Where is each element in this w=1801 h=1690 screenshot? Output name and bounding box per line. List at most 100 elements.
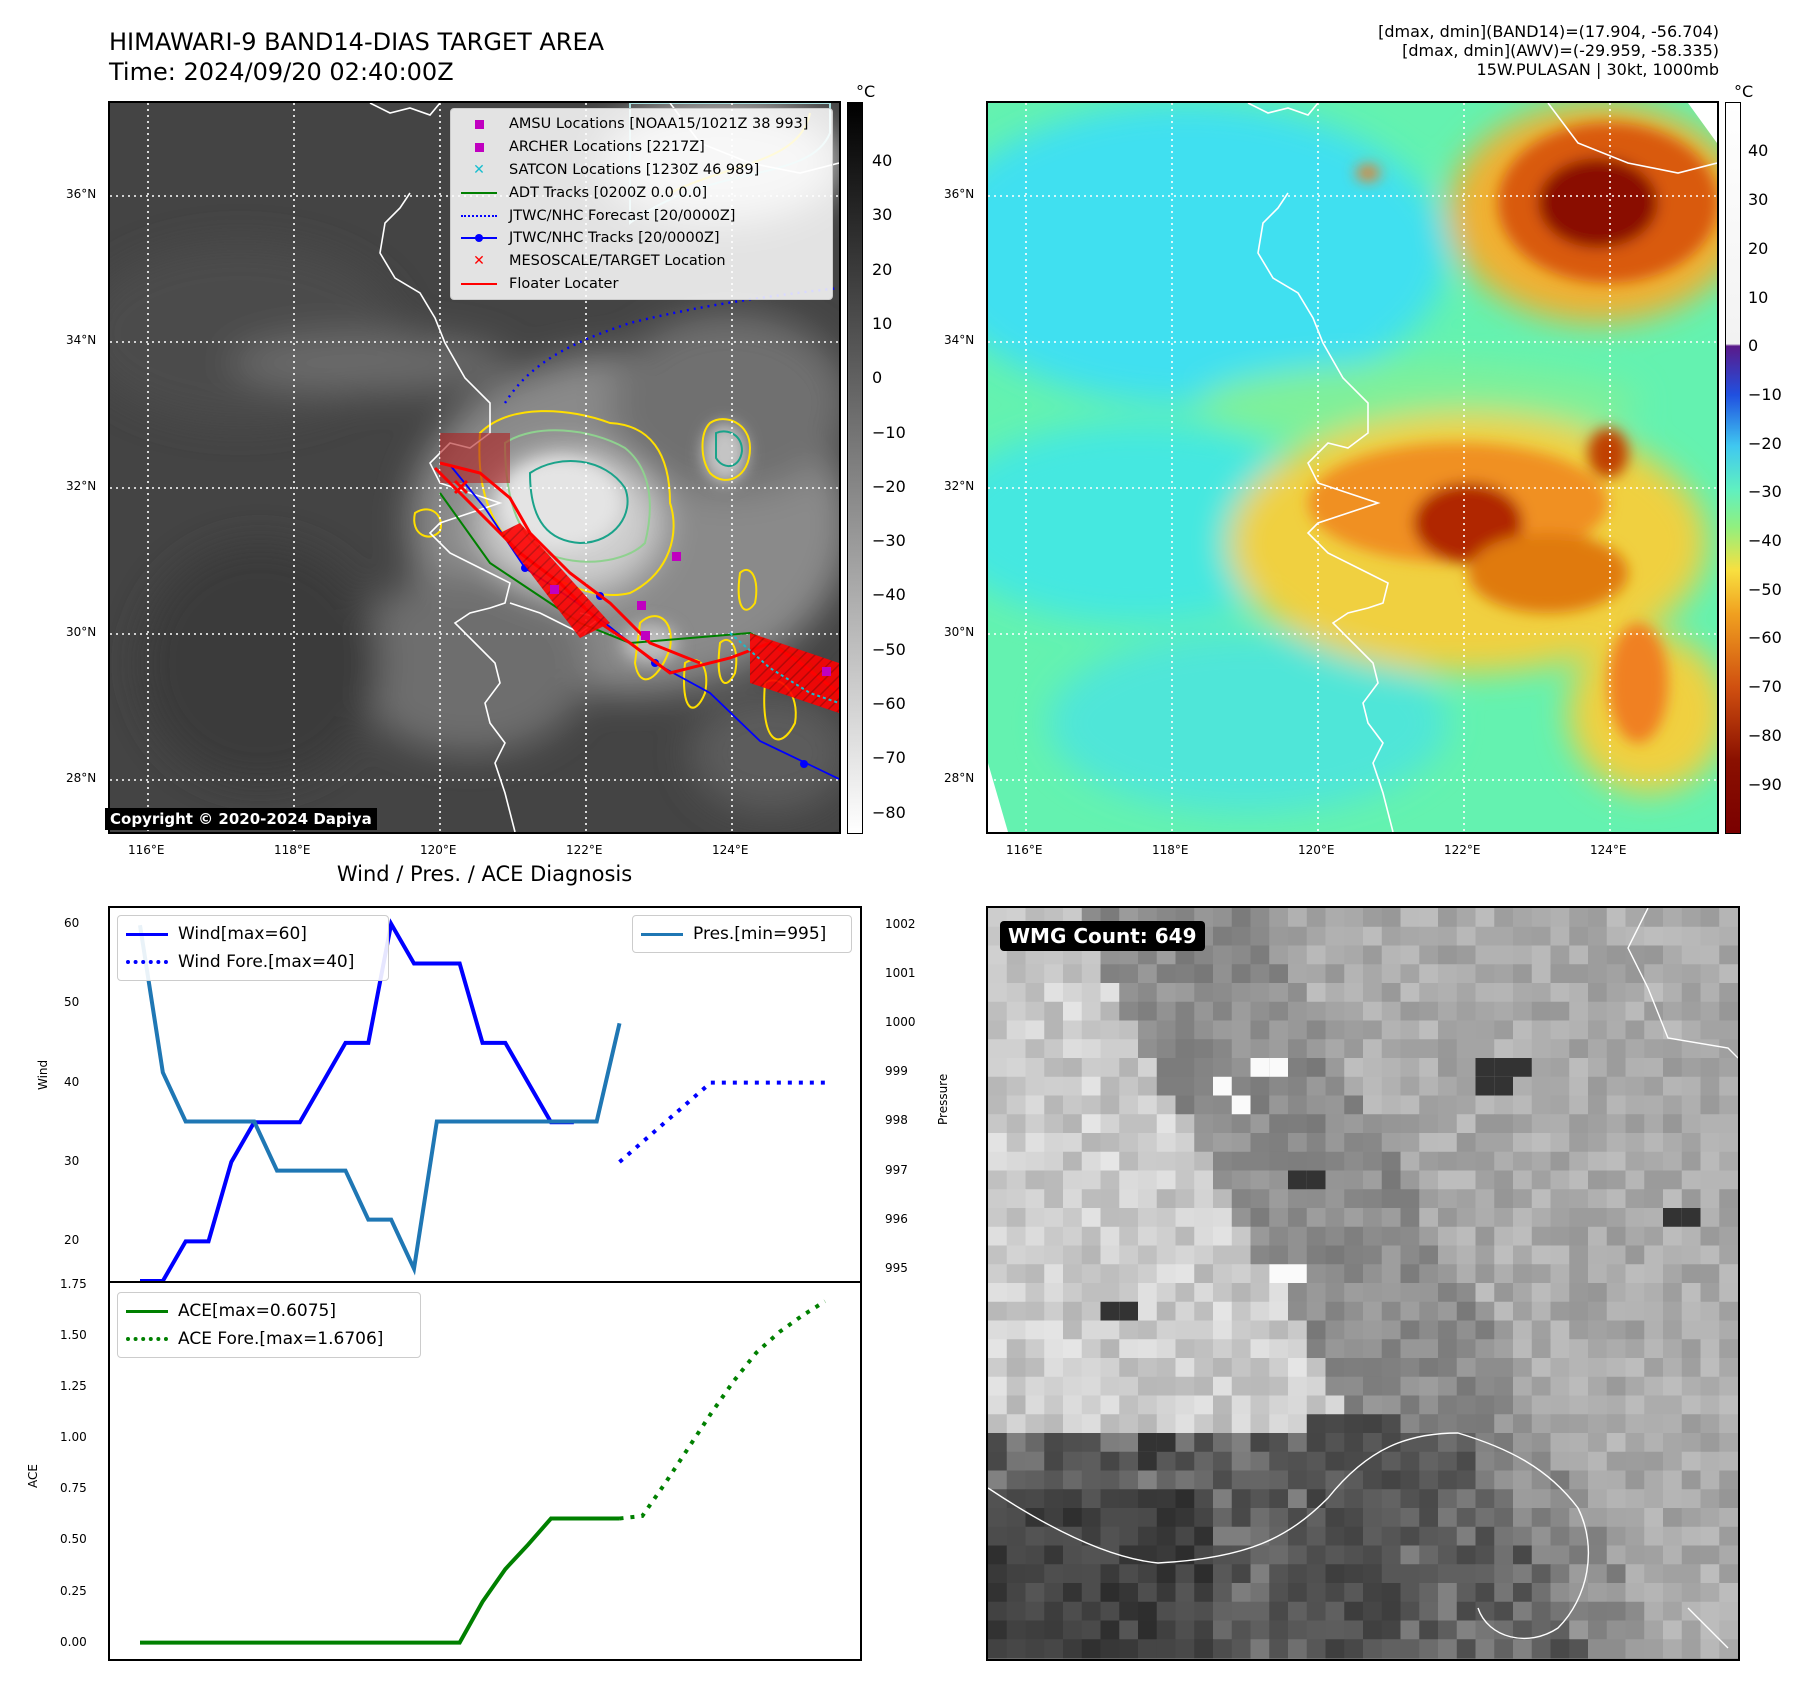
- ace-tick: 0.75: [60, 1481, 87, 1496]
- dotted-line-icon: [126, 1337, 168, 1341]
- colorbar-tick: −80: [872, 802, 906, 822]
- wmg-coastline: [988, 908, 1738, 1649]
- lat-label: 34°N: [66, 333, 97, 347]
- ace-legend: ACE[max=0.6075] ACE Fore.[max=1.6706]: [117, 1292, 421, 1358]
- colorbar-tick: −30: [872, 531, 906, 551]
- legend-label: ACE Fore.[max=1.6706]: [178, 1329, 384, 1349]
- legend-item-target: ✕ MESOSCALE/TARGET Location: [459, 250, 824, 273]
- legend-item-forecast: JTWC/NHC Forecast [20/0000Z]: [459, 204, 824, 227]
- pressure-tick: 1001: [885, 966, 916, 981]
- colorbar-tick: 30: [1748, 190, 1769, 209]
- wmg-panel: [986, 906, 1740, 1661]
- ace-forecast-series: [619, 1299, 827, 1521]
- colorbar-tick: −70: [1748, 677, 1782, 696]
- pressure-axis-label: Pressure: [936, 1073, 950, 1125]
- lat-label: 28°N: [66, 771, 97, 785]
- colorbar-tick: −50: [1748, 580, 1782, 599]
- line-icon: [126, 1309, 168, 1313]
- ace-tick: 0.00: [60, 1634, 87, 1649]
- square-marker-icon: [459, 117, 499, 131]
- colorbar-tick: 10: [1748, 288, 1769, 307]
- ace-panel: [108, 1281, 862, 1661]
- colorbar-tick: −40: [872, 585, 906, 605]
- legend-label: Wind[max=60]: [178, 924, 307, 944]
- legend-label: Wind Fore.[max=40]: [178, 952, 355, 972]
- wind-tick: 20: [64, 1233, 80, 1248]
- ace-tick: 0.50: [60, 1532, 87, 1547]
- lon-label: 120°E: [420, 843, 457, 857]
- colorbar-tick: 20: [872, 259, 893, 279]
- legend-label: JTWC/NHC Tracks [20/0000Z]: [509, 230, 720, 247]
- lon-label: 122°E: [566, 843, 603, 857]
- colorbar-tick: 0: [872, 368, 883, 388]
- wind-tick: 40: [64, 1074, 80, 1089]
- ir-colorbar-unit: °C: [856, 82, 876, 101]
- lon-label: 118°E: [274, 843, 311, 857]
- colorbar-tick: 0: [1748, 336, 1759, 355]
- line-icon: [459, 277, 499, 291]
- dotted-line-icon: [126, 960, 168, 964]
- legend-item-amsu: AMSU Locations [NOAA15/1021Z 38 993]: [459, 113, 824, 136]
- colorbar-tick: 40: [872, 151, 893, 170]
- legend-item-floater: Floater Locater: [459, 273, 824, 296]
- lon-label: 122°E: [1444, 843, 1481, 857]
- colorbar-tick: −40: [1748, 531, 1782, 550]
- info-line1: [dmax, dmin](BAND14)=(17.904, -56.704): [1378, 22, 1719, 41]
- ace-series: [140, 1516, 620, 1645]
- pressure-tick: 996: [885, 1211, 908, 1226]
- lon-label: 118°E: [1152, 843, 1189, 857]
- ace-tick: 1.00: [60, 1430, 87, 1445]
- pressure-tick: 1002: [885, 917, 916, 932]
- ace-tick: 0.25: [60, 1583, 87, 1598]
- lat-label: 28°N: [944, 771, 975, 785]
- coastline: [369, 103, 839, 832]
- line-icon: [459, 186, 499, 200]
- legend-item-satcon: ✕ SATCON Locations [1230Z 46 989]: [459, 159, 824, 182]
- title-line1: HIMAWARI-9 BAND14-DIAS TARGET AREA: [109, 28, 605, 56]
- pressure-tick: 998: [885, 1113, 908, 1128]
- lat-label: 36°N: [944, 187, 975, 201]
- lat-label: 30°N: [66, 625, 97, 639]
- pressure-legend: Pres.[min=995]: [632, 915, 852, 953]
- pressure-tick: 999: [885, 1064, 908, 1079]
- square-marker-icon: [459, 140, 499, 154]
- colorbar-tick: −10: [1748, 385, 1782, 404]
- pressure-series: [138, 924, 622, 1276]
- line-icon: [641, 932, 683, 936]
- wind-forecast-series: [618, 1080, 825, 1164]
- wv-colorbar: [1725, 102, 1741, 834]
- info-line3: 15W.PULASAN | 30kt, 1000mb: [1476, 60, 1719, 79]
- colorbar-tick: −60: [872, 694, 906, 713]
- colorbar-tick: 10: [872, 313, 893, 333]
- lon-label: 120°E: [1298, 843, 1335, 857]
- wmg-count-badge: WMG Count: 649: [1000, 921, 1205, 951]
- ace-tick: 1.75: [60, 1277, 87, 1292]
- legend-item-tracks: JTWC/NHC Tracks [20/0000Z]: [459, 227, 824, 250]
- colorbar-tick: 30: [872, 205, 893, 225]
- x-marker-icon: ✕: [473, 253, 485, 270]
- lat-label: 32°N: [944, 479, 975, 493]
- dotted-line-icon: [459, 209, 499, 223]
- colorbar-tick: −10: [872, 422, 906, 442]
- legend-label: JTWC/NHC Forecast [20/0000Z]: [509, 207, 736, 224]
- lon-label: 124°E: [712, 843, 749, 857]
- info-block: [dmax, dmin](BAND14)=(17.904, -56.704) […: [1378, 22, 1719, 79]
- legend-label: Floater Locater: [509, 275, 619, 292]
- legend-label: AMSU Locations [NOAA15/1021Z 38 993]: [509, 116, 809, 133]
- lon-label: 124°E: [1590, 843, 1627, 857]
- colorbar-tick: 20: [1748, 239, 1769, 258]
- amsu-markers: [550, 552, 831, 676]
- colorbar-tick: −90: [1748, 775, 1782, 794]
- map-legend: AMSU Locations [NOAA15/1021Z 38 993] ARC…: [450, 108, 833, 301]
- colorbar-tick: −30: [1748, 482, 1782, 501]
- legend-label: Pres.[min=995]: [693, 924, 827, 944]
- legend-item-adt: ADT Tracks [0200Z 0.0 0.0]: [459, 181, 824, 204]
- title-line2: Time: 2024/09/20 02:40:00Z: [109, 58, 454, 86]
- wind-tick: 50: [64, 995, 80, 1010]
- ace-tick: 1.50: [60, 1328, 87, 1343]
- chart-title: HIMAWARI-9 BAND14-DIAS TARGET AREA Time:…: [109, 27, 604, 87]
- ace-tick: 1.25: [60, 1379, 87, 1394]
- wind-tick: 60: [64, 915, 80, 930]
- colorbar-tick: −80: [1748, 726, 1782, 745]
- wind-legend: Wind[max=60] Wind Fore.[max=40]: [117, 915, 389, 981]
